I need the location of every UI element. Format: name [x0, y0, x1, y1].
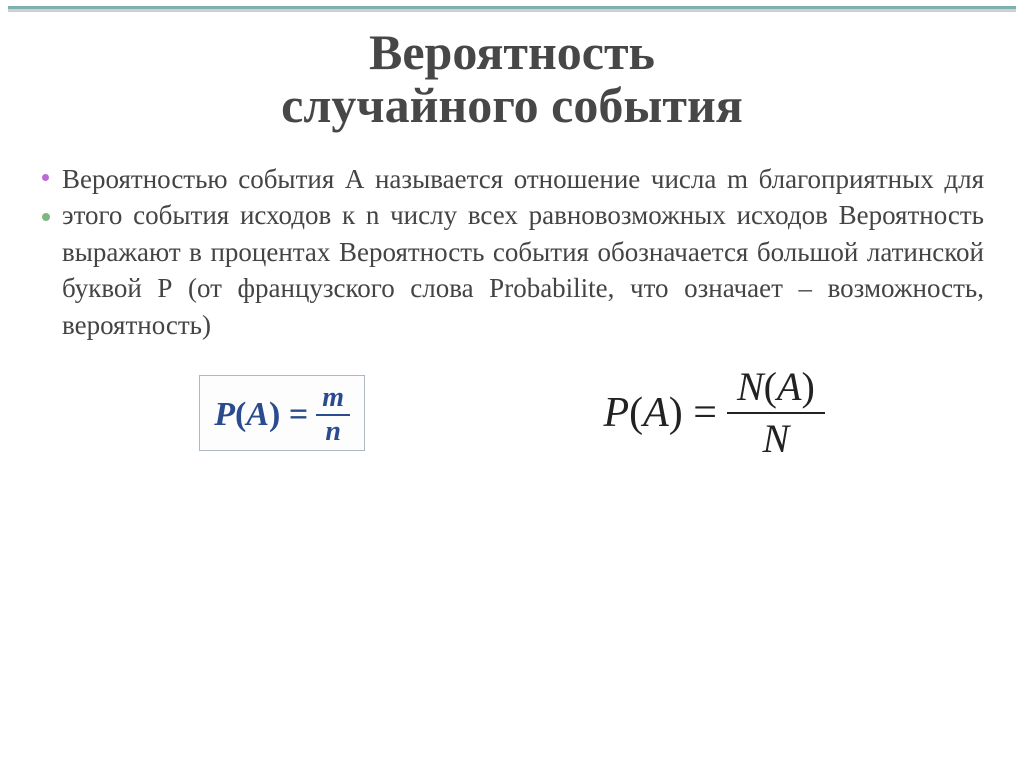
f1-open: (: [235, 396, 246, 433]
formula-right-lhs: P(A) =: [603, 389, 717, 437]
bullet-icon-secondary: [42, 213, 50, 221]
body-paragraph: Вероятностью события А называется отноше…: [62, 164, 984, 340]
f2-close: ): [669, 390, 683, 436]
top-bar-grey: [8, 9, 1016, 12]
f1-denominator: n: [319, 418, 347, 446]
f2-denominator: N: [753, 417, 800, 461]
f2-P: P: [603, 390, 629, 436]
formula-classical-boxed: P(A) = m n: [199, 375, 365, 451]
bullet-icon-primary: [42, 174, 49, 181]
formula-left-lhs: P(A) =: [214, 396, 308, 434]
formula-row: P(A) = m n P(A) = N(A) N: [40, 365, 984, 461]
f2-fraction-bar: [727, 412, 825, 414]
f2-num-open: (: [764, 364, 777, 409]
formula-classical-eq: P(A) = m n: [214, 384, 350, 446]
f2-eq: =: [683, 390, 717, 436]
f1-A: A: [246, 396, 269, 433]
f2-num-close: ): [801, 364, 814, 409]
slide: Вероятность случайного события Вероятнос…: [0, 0, 1024, 767]
slide-body: Вероятностью события А называется отноше…: [40, 161, 984, 343]
f1-P: P: [214, 396, 235, 433]
slide-title: Вероятность случайного события: [40, 26, 984, 131]
f2-A: A: [643, 390, 669, 436]
f1-eq: =: [280, 396, 308, 433]
top-accent-bar: [8, 6, 1016, 14]
f1-numerator: m: [316, 384, 350, 412]
f2-num-A: A: [777, 364, 801, 409]
f2-numerator: N(A): [727, 365, 825, 409]
f2-num-N: N: [737, 364, 764, 409]
formula-frequency: P(A) = N(A) N: [603, 365, 824, 461]
title-line-2: случайного события: [281, 77, 743, 133]
formula-right-fraction: N(A) N: [727, 365, 825, 461]
f1-close: ): [269, 396, 280, 433]
formula-left-fraction: m n: [316, 384, 350, 446]
f2-open: (: [629, 390, 643, 436]
title-line-1: Вероятность: [369, 24, 655, 80]
